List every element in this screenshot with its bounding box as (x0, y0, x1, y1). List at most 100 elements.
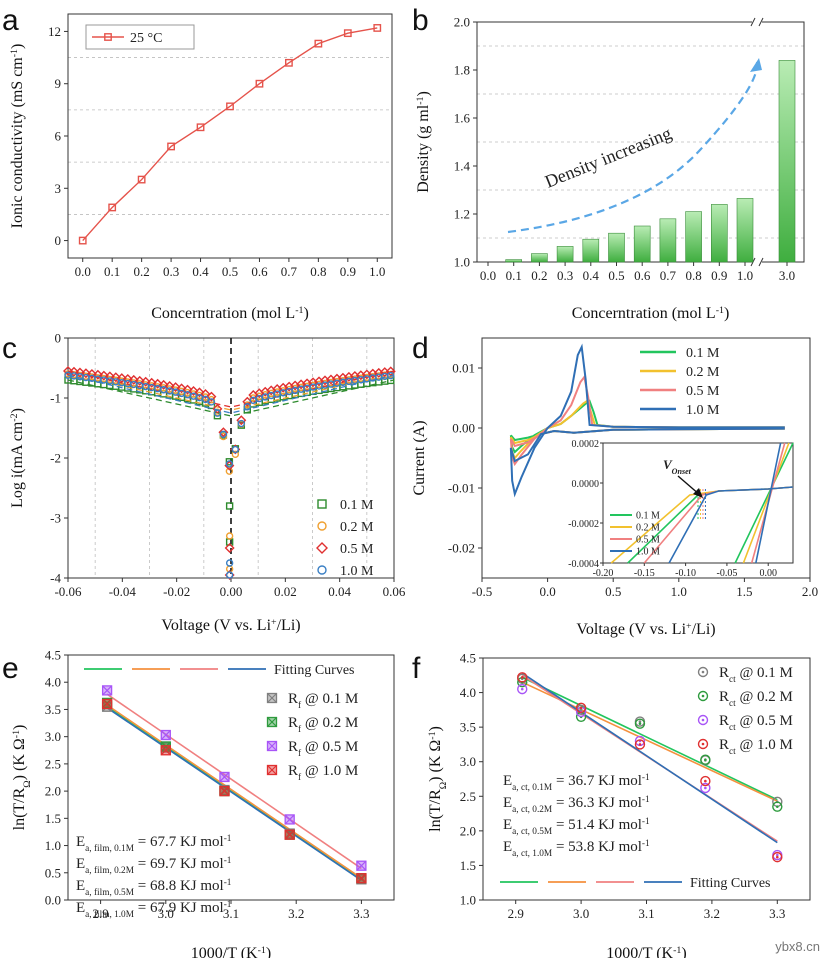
panel-letter-a: a (2, 4, 19, 37)
panel-c-point (201, 395, 210, 404)
panel-c-point (146, 377, 157, 388)
panel-f-point-dot (704, 779, 707, 783)
panel-f-energy-label-part: a, ct, 1.0M (512, 849, 552, 859)
panel-f-energy-label-part: a, ct, 0.5M (512, 827, 552, 837)
panel-a-ylabel-part: Ionic conductivity (mS cm (9, 57, 26, 229)
panel-c-legend-label: 1.0 M (340, 564, 374, 579)
panel-f-energy-label-part: E (503, 839, 512, 855)
panel-c-point (243, 403, 252, 411)
panel-a-ytick-label: 12 (48, 24, 61, 39)
panel-d-inset-legend-label: 0.2 M (636, 523, 660, 534)
panel-b-ylabel-part: ) (415, 91, 432, 96)
panel-f-fit-line (521, 676, 778, 801)
panel-e-xtick-label: 3.1 (223, 906, 239, 921)
panel-f-ytick-label: 1.0 (460, 893, 476, 908)
panel-e-legend-marker-x2 (267, 717, 277, 727)
panel-b-xtick-label: 0.1 (506, 268, 522, 283)
panel-d-inset-xtick-label: -0.05 (716, 568, 737, 579)
panel-f-energy-label-part: E (503, 773, 512, 789)
panel-b-xtick-label: 0.4 (583, 268, 600, 283)
panel-f-legend-marker-dot (701, 718, 705, 722)
panel-d-inset-xtick-label: -0.15 (634, 568, 655, 579)
panel-letter-d: d (412, 332, 429, 365)
panel-f-point-dot (776, 805, 779, 808)
panel-a-xtick-label: 0.8 (310, 264, 326, 279)
panel-b-annotation: Density increasing (542, 123, 674, 192)
panel-f-xtick-label: 3.0 (573, 906, 589, 921)
panel-e-energy-label: Ea, film, 0.2M = 69.7 KJ mol-1 (76, 856, 232, 876)
panel-a-xtick-label: 1.0 (369, 264, 385, 279)
panel-b-ytick-label: 1.8 (454, 63, 470, 78)
panel-d-inset-vonset-part: V (663, 457, 673, 472)
panel-e-legend-marker-x2 (267, 693, 277, 703)
panel-d-legend-label: 1.0 M (686, 403, 720, 418)
panel-e-ylabel-part: ) (11, 725, 28, 730)
panel-e-legend-label: Rf @ 1.0 M (288, 763, 358, 783)
panel-f-point (517, 672, 528, 683)
panel-f-energy-label: Ea, ct, 0.2M = 36.3 KJ mol-1 (503, 795, 650, 815)
panel-c-ytick-label: -2 (50, 451, 61, 466)
panel-d-inset-ytick-label: -0.0002 (568, 519, 599, 530)
panel-e-energy-label-part: a, film, 0.1M (85, 843, 134, 854)
panel-c-xlabel-part: Voltage (V vs. Li (161, 617, 271, 634)
panel-e-energy-label-part: = 67.9 KJ mol (134, 900, 224, 916)
panel-c-point (152, 378, 163, 389)
panel-a-legend-marker (104, 33, 112, 41)
panel-e-legend-label-part: R (288, 739, 298, 755)
panel-e-xtick-label: 2.9 (92, 906, 108, 921)
panel-f-xlabel: 1000/T (K-1) (606, 945, 686, 958)
panel-b-bar (710, 204, 728, 263)
panel-a-point (314, 39, 323, 48)
panel-f-energy-label: Ea, ct, 0.5M = 51.4 KJ mol-1 (503, 817, 650, 837)
panel-f-legend-label-part: ct (729, 723, 736, 733)
panel-a-point (285, 58, 293, 67)
panel-e-energy-label-part: E (76, 900, 85, 916)
panel-f-point (772, 851, 783, 863)
panel-c-point (134, 375, 145, 386)
panel-e-ytick-label: 1.5 (45, 811, 61, 826)
panel-c-xtick-label: 0.04 (328, 584, 351, 599)
panel-f-point (634, 718, 646, 729)
panel-f-energy-label-part: -1 (642, 795, 650, 805)
panel-b-xtick-label: 0.0 (480, 268, 496, 283)
panel-d-xtick-label: 1.0 (671, 584, 687, 599)
panel-e-ylabel-part: ) (K Ω (11, 738, 28, 780)
panel-e-fit-line (106, 704, 362, 879)
panel-f-legend-label: Rct @ 0.1 M (719, 665, 793, 685)
panel-e-energy-label-part: -1 (224, 900, 232, 910)
panel-b-break (750, 17, 756, 27)
panel-e-point-x2 (160, 741, 171, 752)
panel-b-break (758, 17, 764, 27)
panel-d-xlabel: Voltage (V vs. Li+/Li) (576, 621, 715, 639)
panel-f-energy-label-part: = 53.8 KJ mol (552, 839, 642, 855)
panel-b-bar (685, 211, 702, 263)
panel-a-point (373, 24, 382, 32)
panel-b-xtick-label: 0.9 (711, 268, 727, 283)
panel-e-energy-label-part: -1 (224, 834, 232, 844)
panel-e-energy-label-part: -1 (224, 856, 232, 866)
panel-f-xtick-label: 3.2 (704, 906, 720, 921)
panel-c-point (225, 502, 234, 510)
panel-d-inset-curve (734, 442, 794, 564)
panel-c-fit-line (67, 370, 395, 408)
panel-e-ytick-label: 3.5 (45, 702, 61, 717)
panel-f-ytick-label: 4.5 (460, 651, 476, 666)
panel-c-point (224, 543, 235, 553)
panel-c-point (158, 379, 169, 390)
panel-d-xlabel-part: /Li) (692, 621, 716, 638)
panel-b-arrowhead (750, 58, 762, 72)
panel-f-point (517, 683, 528, 695)
panel-d-inset-ytick-label: -0.0004 (568, 559, 599, 570)
panel-b-bar (556, 246, 574, 263)
panel-b-ytick-label: 1.6 (454, 111, 471, 126)
panel-f-energy-label: Ea, ct, 1.0M = 53.8 KJ mol-1 (503, 839, 650, 859)
panel-b: 0.0 0.1 0.2 0.3 0.4 0.5 0.6 0.7 0.8 0.9 1.0 3.0 1.0 1… (415, 15, 805, 322)
panel-f-legend-label-part: ct (729, 675, 736, 685)
panel-c-legend-marker (316, 542, 328, 554)
panel-e-ylabel: ln(T/RΩ) (K Ω-1) (11, 725, 33, 831)
panel-d-inset-legend-label: 0.1 M (636, 511, 660, 522)
panel-e-ylabel-part: -1 (11, 730, 22, 738)
panel-f-point (700, 754, 711, 765)
panel-f-energy-label: Ea, ct, 0.1M = 36.7 KJ mol-1 (503, 773, 650, 793)
panel-f-energy-label-part: a, ct, 0.2M (512, 805, 552, 815)
